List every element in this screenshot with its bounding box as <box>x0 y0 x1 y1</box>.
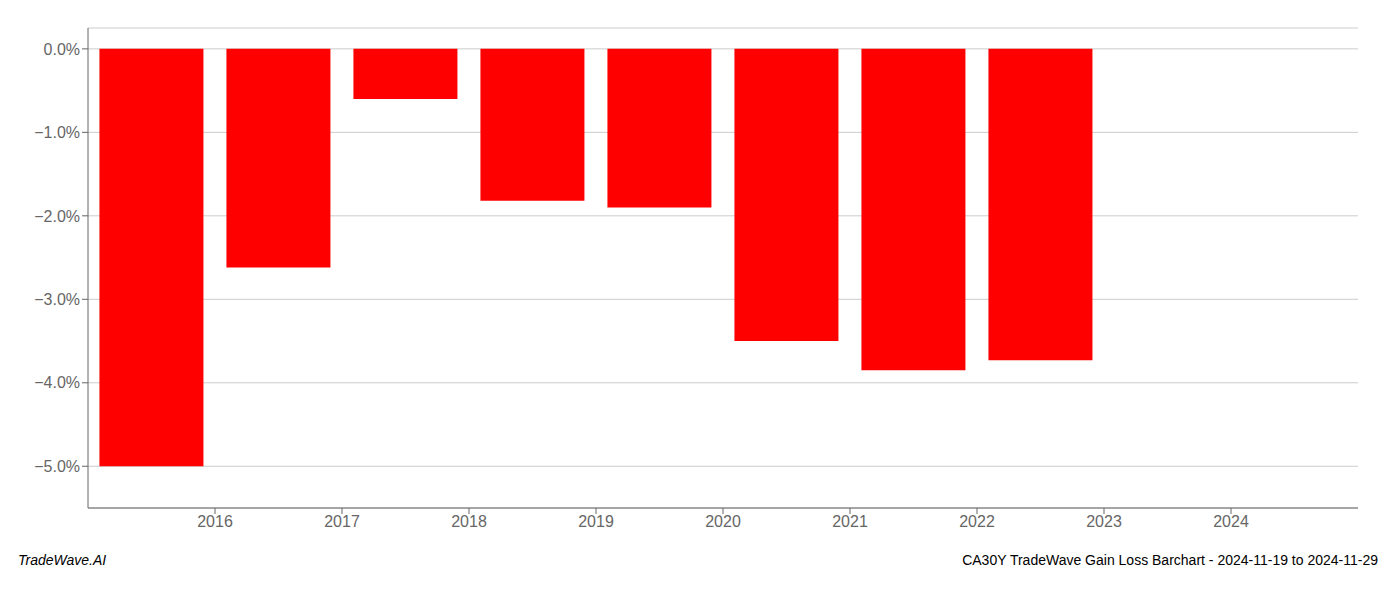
svg-text:−4.0%: −4.0% <box>34 374 80 391</box>
svg-text:2016: 2016 <box>197 513 233 530</box>
svg-text:2022: 2022 <box>959 513 995 530</box>
svg-text:2018: 2018 <box>451 513 487 530</box>
svg-text:2024: 2024 <box>1213 513 1249 530</box>
svg-text:−5.0%: −5.0% <box>34 458 80 475</box>
svg-text:2023: 2023 <box>1086 513 1122 530</box>
svg-text:−1.0%: −1.0% <box>34 124 80 141</box>
svg-text:2017: 2017 <box>324 513 360 530</box>
svg-text:2021: 2021 <box>832 513 868 530</box>
svg-text:2020: 2020 <box>705 513 741 530</box>
html-text:CA30Y TradeWave Gain Loss Barc: CA30Y TradeWave Gain Loss Barchart - 202… <box>962 552 1378 568</box>
svg-text:−3.0%: −3.0% <box>34 291 80 308</box>
svg-text:−2.0%: −2.0% <box>34 208 80 225</box>
svg-text:2019: 2019 <box>578 513 614 530</box>
svg-text:0.0%: 0.0% <box>44 41 80 58</box>
html-text:TradeWave.AI: TradeWave.AI <box>18 552 107 568</box>
